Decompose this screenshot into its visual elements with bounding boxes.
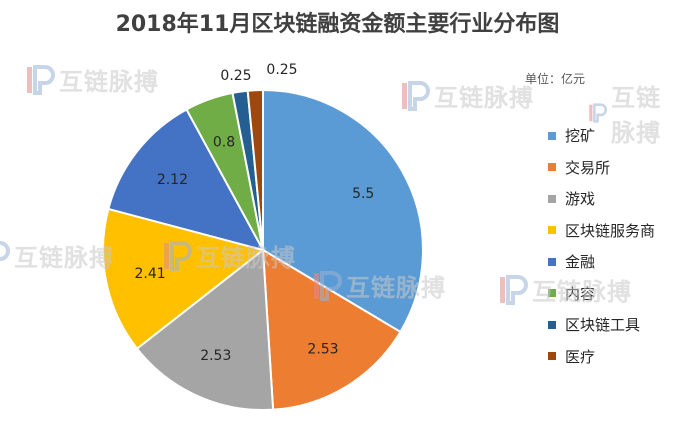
legend-swatch	[548, 194, 556, 203]
legend-swatch	[548, 226, 556, 235]
slice-data-label: 2.53	[200, 348, 231, 364]
legend-label: 区块链工具	[565, 316, 641, 335]
unit-label: 单位：亿元	[524, 72, 585, 86]
slice-data-label: 5.5	[352, 186, 374, 202]
legend-swatch	[548, 320, 556, 329]
legend-item: 金融	[548, 246, 655, 278]
pie-slice	[107, 108, 265, 252]
legend-item: 区块链服务商	[548, 215, 655, 247]
slice-data-label: 0.8	[213, 135, 235, 151]
legend-item: 医疗	[548, 341, 655, 373]
pie-slice	[261, 248, 402, 411]
legend-item: 游戏	[548, 183, 655, 215]
pie-slice	[102, 207, 266, 351]
slice-data-label: 2.53	[307, 341, 338, 357]
legend-label: 医疗	[565, 347, 596, 366]
legend-swatch	[548, 289, 556, 298]
legend-swatch	[548, 131, 556, 140]
chart-title: 2018年11月区块链融资金额主要行业分布图	[115, 12, 560, 37]
legend-item: 区块链工具	[548, 309, 655, 341]
slice-data-label: 2.12	[157, 172, 188, 188]
legend-item: 交易所	[548, 152, 655, 184]
legend: 挖矿 交易所 游戏 区块链服务商 金融 内容 区块链工具 医疗	[548, 120, 655, 372]
legend-swatch	[548, 163, 556, 172]
legend-label: 内容	[565, 284, 596, 303]
slice-data-label: 0.25	[220, 68, 251, 84]
legend-label: 游戏	[565, 190, 596, 209]
legend-item: 挖矿	[548, 120, 655, 152]
legend-label: 区块链服务商	[565, 221, 656, 240]
legend-swatch	[548, 352, 556, 361]
slice-data-label: 2.41	[135, 266, 166, 282]
legend-label: 挖矿	[565, 127, 596, 146]
legend-swatch	[548, 257, 556, 266]
legend-item: 内容	[548, 278, 655, 310]
slice-data-label: 0.25	[266, 62, 297, 78]
pie-slice	[246, 88, 264, 251]
pie-slice	[135, 248, 275, 411]
pie-slice	[262, 88, 424, 334]
legend-label: 金融	[565, 253, 596, 272]
legend-label: 交易所	[565, 158, 611, 177]
